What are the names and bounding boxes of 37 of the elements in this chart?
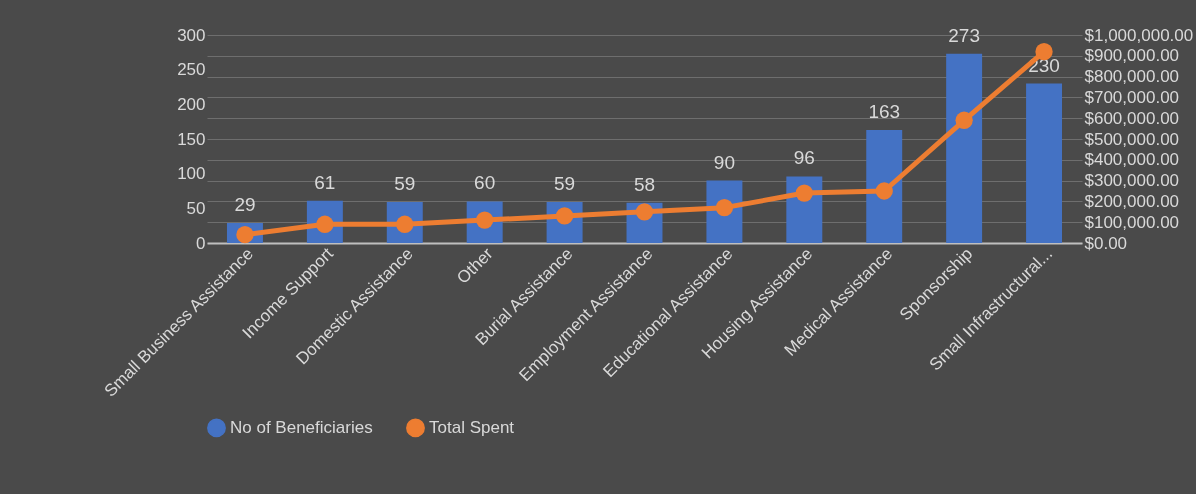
y-tick-label: 100 — [177, 164, 206, 184]
y2-tick-label: $1,000,000.00 — [1084, 25, 1194, 45]
y-tick-label: 0 — [196, 233, 206, 253]
legend-label: No of Beneficiaries — [230, 417, 373, 437]
y-tick-label: 250 — [177, 60, 206, 80]
bar — [1026, 83, 1063, 243]
y-tick-label: 300 — [177, 25, 206, 45]
data-label: 29 — [234, 193, 256, 215]
y2-tick-label: $800,000.00 — [1084, 67, 1180, 87]
y2-tick-label: $300,000.00 — [1084, 171, 1180, 191]
y2-tick-label: $700,000.00 — [1084, 87, 1180, 107]
y-tick-label: 150 — [177, 129, 206, 149]
y2-tick-label: $100,000.00 — [1084, 212, 1180, 232]
point — [795, 184, 813, 202]
bar — [946, 53, 983, 243]
y-tick-label: 50 — [186, 198, 206, 218]
data-label: 59 — [394, 173, 416, 195]
y2-tick-label: $900,000.00 — [1084, 46, 1180, 66]
data-label: 59 — [554, 173, 576, 195]
data-label: 58 — [633, 173, 656, 195]
data-label: 61 — [314, 171, 336, 193]
bar — [866, 129, 903, 243]
y2-tick-label: $0.00 — [1084, 233, 1128, 253]
data-label: 96 — [793, 147, 815, 169]
data-label: 273 — [948, 24, 980, 46]
point — [955, 111, 973, 129]
y2-tick-label: $500,000.00 — [1084, 129, 1180, 149]
data-label: 163 — [868, 100, 901, 122]
y2-tick-label: $200,000.00 — [1084, 191, 1180, 211]
data-label: 60 — [474, 172, 496, 194]
point — [875, 182, 893, 200]
y2-tick-label: $600,000.00 — [1084, 108, 1180, 128]
data-label: 90 — [713, 151, 735, 173]
point — [635, 203, 654, 221]
legend-label: Total Spent — [429, 417, 515, 437]
y-tick-label: 200 — [177, 94, 206, 114]
y2-tick-label: $400,000.00 — [1084, 150, 1180, 170]
